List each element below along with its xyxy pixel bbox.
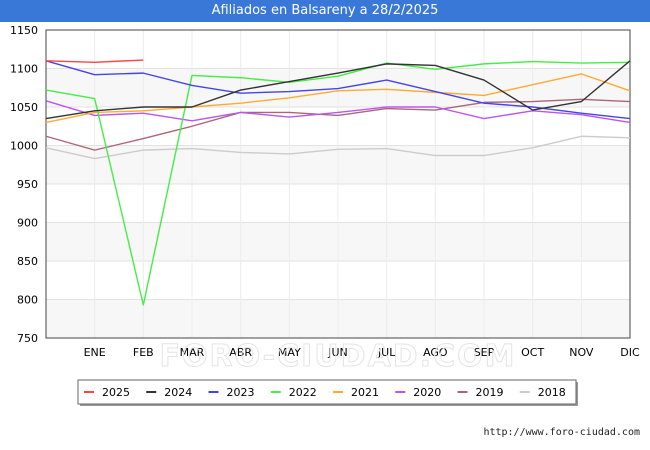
y-tick-label: 1100 xyxy=(10,63,38,76)
legend-item-label: 2020 xyxy=(413,386,441,399)
legend-item-label: 2022 xyxy=(289,386,317,399)
y-tick-label: 1050 xyxy=(10,101,38,114)
x-tick-label: AGO xyxy=(423,346,448,359)
y-tick-label: 800 xyxy=(17,294,38,307)
footer-url: http://www.foro-ciudad.com xyxy=(483,427,640,438)
x-tick-label: JUL xyxy=(377,346,396,359)
chart-title: Afiliados en Balsareny a 28/2/2025 xyxy=(211,3,439,18)
series-line-2021 xyxy=(45,73,631,124)
x-tick-label: DIC xyxy=(620,346,640,359)
x-tick-label: MAR xyxy=(180,346,205,359)
legend-item-label: 2018 xyxy=(538,386,566,399)
series-line-2024 xyxy=(45,60,631,120)
watermark: FORO-CIUDAD.COM xyxy=(160,339,517,374)
x-tick-label: NOV xyxy=(569,346,594,359)
y-tick-label: 1150 xyxy=(10,24,38,37)
x-tick-label: ENE xyxy=(84,346,106,359)
legend-item-label: 2024 xyxy=(164,386,192,399)
series-line-2025 xyxy=(45,59,144,64)
x-tick-label: MAY xyxy=(278,346,301,359)
y-tick-label: 900 xyxy=(17,217,38,230)
x-tick-label: SEP xyxy=(474,346,495,359)
x-tick-label: JUN xyxy=(327,346,348,359)
title-bar: Afiliados en Balsareny a 28/2/2025 xyxy=(0,0,650,22)
y-tick-label: 950 xyxy=(17,178,38,191)
series-line-2018 xyxy=(45,135,631,160)
legend xyxy=(77,379,577,405)
y-tick-label: 1000 xyxy=(10,140,38,153)
plot-border xyxy=(45,29,631,339)
legend-item-label: 2023 xyxy=(227,386,255,399)
y-tick-label: 750 xyxy=(17,332,38,345)
y-tick-label: 850 xyxy=(17,255,38,268)
x-tick-label: ABR xyxy=(229,346,252,359)
series-line-2020 xyxy=(45,100,631,124)
series-line-2023 xyxy=(45,60,631,120)
legend-item-label: 2025 xyxy=(102,386,130,399)
x-tick-label: OCT xyxy=(521,346,544,359)
legend-item-label: 2019 xyxy=(476,386,504,399)
legend-item-label: 2021 xyxy=(351,386,379,399)
series-line-2019 xyxy=(45,98,631,151)
series-line-2022 xyxy=(45,60,631,306)
x-tick-label: FEB xyxy=(133,346,154,359)
